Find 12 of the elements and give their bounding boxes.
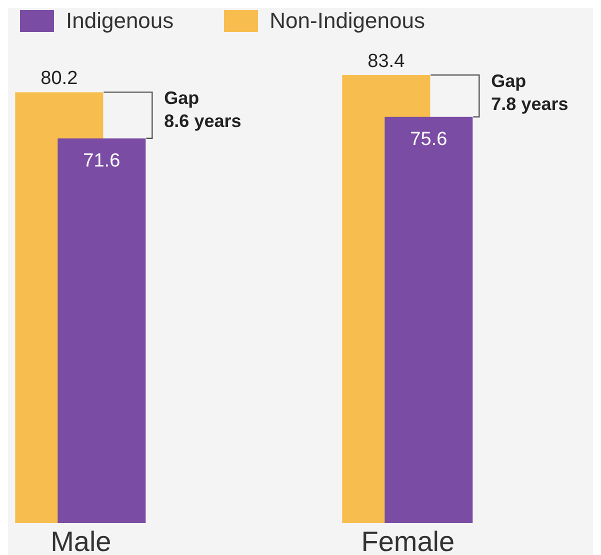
x-tick-label: Male [50, 526, 112, 555]
annotation: Gap 8.6 years [164, 88, 242, 132]
annotation: Gap 7.8 years [491, 71, 568, 114]
data-label: 83.4 [368, 51, 406, 72]
bar [58, 138, 146, 523]
x-tick-label: Female [361, 526, 455, 555]
data-label: 80.2 [40, 68, 78, 90]
legend-label: Indigenous [66, 8, 174, 34]
data-label: 71.6 [83, 150, 120, 172]
bar [384, 116, 473, 523]
legend-label: Non-Indigenous [270, 8, 425, 34]
data-label: 75.6 [410, 128, 448, 150]
